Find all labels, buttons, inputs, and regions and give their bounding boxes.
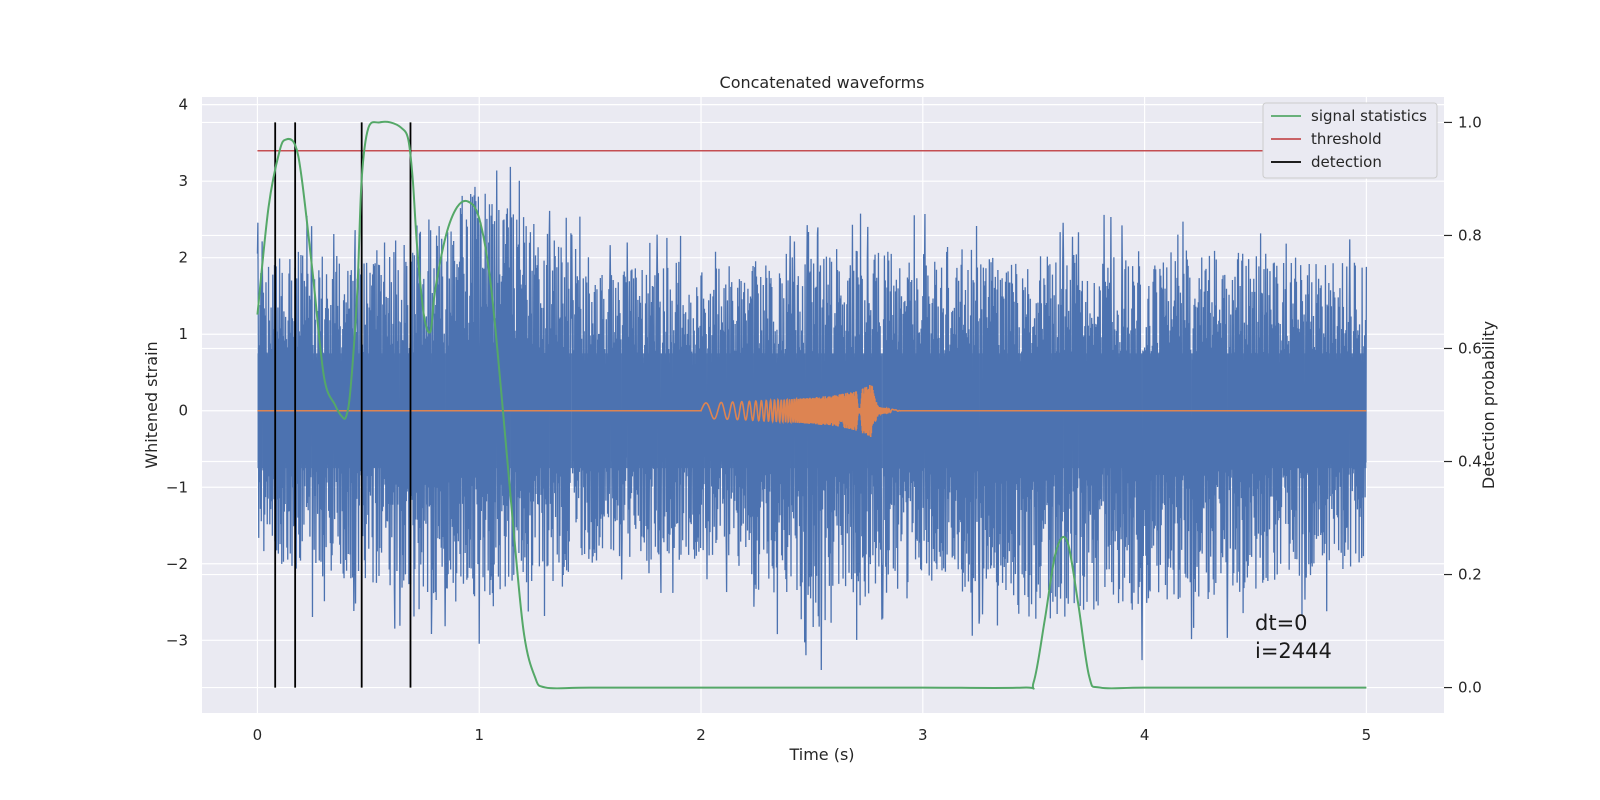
y-right-tick-label: 0.6 — [1458, 339, 1482, 357]
x-tick-label: 0 — [253, 726, 263, 744]
annotation-dt: dt=0 — [1255, 611, 1308, 635]
chart-title: Concatenated waveforms — [720, 73, 925, 92]
x-tick-label: 4 — [1140, 726, 1150, 744]
y-right-tick-label: 0.0 — [1458, 679, 1482, 697]
y-right-tick-label: 0.8 — [1458, 226, 1482, 244]
y-left-tick-label: 0 — [178, 402, 188, 420]
legend-label-signal-statistics: signal statistics — [1311, 107, 1427, 125]
annotation-i: i=2444 — [1255, 639, 1332, 663]
y-left-tick-label: −2 — [166, 555, 188, 573]
y-left-tick-label: 2 — [178, 249, 188, 267]
y-left-tick-label: −3 — [166, 631, 188, 649]
legend-label-threshold: threshold — [1311, 130, 1382, 148]
y-right-tick-label: 0.2 — [1458, 566, 1482, 584]
x-tick-label: 1 — [474, 726, 484, 744]
y-left-tick-label: 4 — [178, 96, 188, 114]
x-axis-title: Time (s) — [788, 745, 854, 764]
y-right-tick-label: 0.4 — [1458, 453, 1482, 471]
legend-box — [1262, 102, 1438, 179]
signal-statistics-series-line — [256, 120, 1367, 690]
y-right-tick-label: 1.0 — [1458, 113, 1482, 131]
x-tick-label: 5 — [1362, 726, 1372, 744]
x-tick-label: 3 — [918, 726, 928, 744]
y-right-axis-title: Detection probability — [1479, 321, 1498, 489]
x-tick-label: 2 — [696, 726, 706, 744]
y-left-tick-label: 3 — [178, 172, 188, 190]
legend-label-detection: detection — [1311, 153, 1382, 171]
template-series-line — [257, 385, 1367, 437]
y-left-axis-title: Whitened strain — [142, 341, 161, 468]
y-left-tick-label: −1 — [166, 478, 188, 496]
y-left-tick-label: 1 — [178, 325, 188, 343]
legend: signal statistics threshold detection — [1262, 102, 1438, 179]
